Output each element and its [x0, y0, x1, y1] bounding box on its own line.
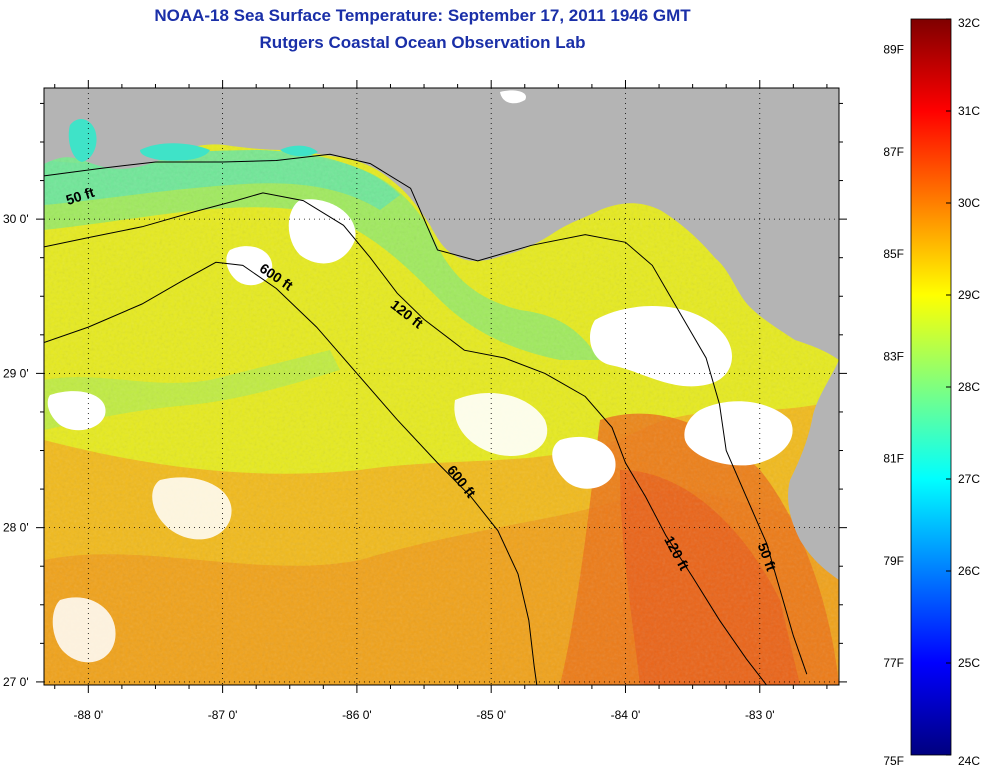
temperature-colorbar [910, 18, 952, 756]
colorbar-celsius-label: 27C [958, 472, 980, 486]
isobath-line [44, 153, 808, 675]
cloud-patch [684, 401, 793, 466]
plot-frame [43, 87, 840, 686]
land-mass [44, 88, 839, 360]
cloud-patch [47, 391, 106, 431]
cloud-patch [226, 246, 273, 286]
colorbar-celsius-label: 29C [958, 288, 980, 302]
colorbar-celsius-label: 25C [958, 656, 980, 670]
axis-ticks: -88 0' -87 0' -86 0' -85 0' -84 0' -83 0' 27 0… [3, 80, 847, 722]
pensacola-bay [140, 143, 210, 161]
colorbar-fahrenheit-label: 89F [883, 43, 904, 57]
cloud-patch [590, 306, 732, 387]
cloud-patch [288, 199, 356, 264]
colorbar-celsius-label: 24C [958, 754, 980, 768]
lat-tick-label: 28 0' [3, 521, 29, 535]
cloud-over-land [500, 90, 526, 104]
lon-tick-label: -84 0' [611, 708, 641, 722]
mobile-bay [68, 118, 97, 162]
lon-tick-label: -87 0' [208, 708, 238, 722]
colorbar-fahrenheit-label: 77F [883, 656, 904, 670]
colorbar-fahrenheit-label: 83F [883, 349, 904, 363]
plot-area [44, 88, 839, 685]
cloud-patch [152, 477, 232, 540]
colorbar-fahrenheit-label: 75F [883, 754, 904, 768]
colorbar-celsius-label: 26C [958, 564, 980, 578]
colorbar-fahrenheit-label: 81F [883, 452, 904, 466]
lat-tick-label: 29 0' [3, 366, 29, 380]
colorbar-fahrenheit-label: 79F [883, 554, 904, 568]
colorbar-labels: 32C 31C 30C 29C 28C 27C 26C 25C 24C 89F 87F 85F 83F 8… [883, 16, 980, 768]
cloud-patch [454, 392, 548, 456]
land-mass-peninsula [788, 360, 839, 580]
colorbar-celsius-label: 30C [958, 196, 980, 210]
lon-tick-label: -85 0' [476, 708, 506, 722]
lat-tick-label: 27 0' [3, 675, 29, 689]
colorbar-fahrenheit-label: 85F [883, 247, 904, 261]
colorbar-celsius-label: 32C [958, 16, 980, 30]
lon-tick-label: -83 0' [745, 708, 775, 722]
cloud-patch [552, 436, 616, 489]
choctawhatchee-bay [280, 145, 318, 157]
colorbar-celsius-label: 31C [958, 104, 980, 118]
lon-tick-label: -88 0' [73, 708, 103, 722]
isobath-line [44, 192, 767, 685]
cloud-patch [52, 597, 116, 663]
map-subtitle: Rutgers Coastal Ocean Observation Lab [259, 33, 586, 52]
lon-tick-label: -86 0' [342, 708, 372, 722]
lat-tick-label: 30 0' [3, 212, 29, 226]
map-title: NOAA-18 Sea Surface Temperature: Septemb… [154, 6, 691, 25]
colorbar-celsius-label: 28C [958, 380, 980, 394]
colorbar-fahrenheit-label: 87F [883, 145, 904, 159]
